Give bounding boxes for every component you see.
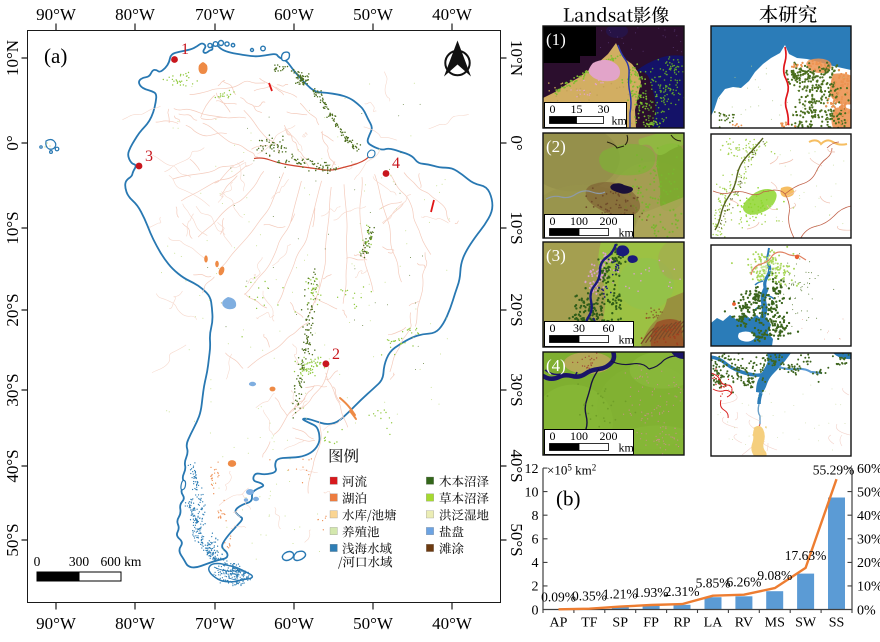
svg-text:6.26%: 6.26% <box>726 575 761 590</box>
svg-text:km: km <box>619 226 635 240</box>
svg-text:8: 8 <box>532 509 539 524</box>
svg-text:30°S: 30°S <box>507 373 526 406</box>
svg-text:0: 0 <box>532 603 539 618</box>
svg-text:6: 6 <box>532 533 539 548</box>
svg-text:0: 0 <box>550 321 556 335</box>
svg-text:60%: 60% <box>857 462 880 477</box>
svg-text:70°W: 70°W <box>195 5 236 24</box>
svg-text:100: 100 <box>570 214 588 228</box>
svg-text:12: 12 <box>525 462 539 477</box>
svg-text:RV: RV <box>735 616 753 631</box>
svg-text:×105 km2: ×105 km2 <box>547 463 596 478</box>
svg-text:km: km <box>612 114 628 128</box>
svg-text:AP: AP <box>550 616 568 631</box>
svg-text:60°W: 60°W <box>274 614 315 633</box>
svg-text:TF: TF <box>581 616 598 631</box>
svg-text:30°S: 30°S <box>3 373 22 406</box>
svg-text:90°W: 90°W <box>36 5 77 24</box>
svg-text:300: 300 <box>69 554 90 569</box>
svg-text:30: 30 <box>573 321 585 335</box>
svg-text:200: 200 <box>600 214 618 228</box>
svg-text:0°: 0° <box>3 135 22 150</box>
svg-text:10: 10 <box>525 485 539 500</box>
svg-text:80°W: 80°W <box>115 5 156 24</box>
svg-text:40°W: 40°W <box>432 614 473 633</box>
svg-text:90°W: 90°W <box>36 614 77 633</box>
svg-text:0: 0 <box>34 554 41 569</box>
svg-text:2.31%: 2.31% <box>665 584 700 599</box>
svg-text:(2): (2) <box>546 137 566 156</box>
svg-text:0.35%: 0.35% <box>572 589 607 604</box>
svg-text:1: 1 <box>181 41 189 58</box>
svg-text:4: 4 <box>532 556 539 571</box>
svg-text:50°W: 50°W <box>353 5 394 24</box>
svg-text:40%: 40% <box>857 509 880 524</box>
svg-text:50°S: 50°S <box>507 523 526 556</box>
svg-text:0°: 0° <box>507 135 526 150</box>
svg-text:70°W: 70°W <box>195 614 236 633</box>
svg-text:(1): (1) <box>546 30 566 49</box>
svg-text:3: 3 <box>145 148 153 165</box>
svg-text:0: 0 <box>550 102 556 116</box>
svg-text:0%: 0% <box>857 603 876 618</box>
svg-text:5.85%: 5.85% <box>696 576 731 591</box>
svg-text:80°W: 80°W <box>115 614 156 633</box>
svg-text:10°S: 10°S <box>507 211 526 244</box>
svg-text:20%: 20% <box>857 556 880 571</box>
svg-text:60°W: 60°W <box>274 5 315 24</box>
svg-text:600 km: 600 km <box>101 554 142 569</box>
svg-text:1.21%: 1.21% <box>603 587 638 602</box>
svg-text:SP: SP <box>612 616 628 631</box>
svg-text:(4): (4) <box>546 356 566 375</box>
svg-text:60: 60 <box>603 321 615 335</box>
svg-text:30%: 30% <box>857 533 880 548</box>
svg-text:15: 15 <box>571 102 583 116</box>
svg-text:30: 30 <box>598 102 610 116</box>
svg-text:0: 0 <box>550 214 556 228</box>
svg-text:km: km <box>619 441 635 455</box>
svg-text:10°N: 10°N <box>507 40 526 76</box>
svg-text:20°S: 20°S <box>507 293 526 326</box>
svg-text:10°N: 10°N <box>3 40 22 76</box>
svg-text:50°S: 50°S <box>3 523 22 556</box>
svg-text:9.08%: 9.08% <box>757 568 792 583</box>
svg-text:10°S: 10°S <box>3 211 22 244</box>
svg-text:20°S: 20°S <box>3 293 22 326</box>
svg-text:SW: SW <box>795 616 817 631</box>
svg-text:100: 100 <box>570 429 588 443</box>
svg-text:40°W: 40°W <box>432 5 473 24</box>
svg-text:40°S: 40°S <box>3 449 22 482</box>
svg-text:1.93%: 1.93% <box>634 585 669 600</box>
svg-text:50%: 50% <box>857 485 880 500</box>
svg-text:40°S: 40°S <box>507 449 526 482</box>
svg-text:10%: 10% <box>857 580 880 595</box>
svg-text:RP: RP <box>673 616 690 631</box>
svg-text:km: km <box>619 333 635 347</box>
svg-text:4: 4 <box>392 155 400 172</box>
svg-text:FP: FP <box>643 616 659 631</box>
svg-text:LA: LA <box>704 616 724 631</box>
svg-text:(a): (a) <box>44 44 67 68</box>
svg-text:50°W: 50°W <box>353 614 394 633</box>
svg-text:SS: SS <box>829 616 845 631</box>
svg-text:(b): (b) <box>556 487 581 511</box>
svg-text:200: 200 <box>600 429 618 443</box>
svg-text:0.09%: 0.09% <box>541 589 576 604</box>
svg-text:2: 2 <box>332 346 340 363</box>
svg-text:55.29%: 55.29% <box>813 463 855 478</box>
svg-text:0: 0 <box>550 429 556 443</box>
svg-text:MS: MS <box>765 616 785 631</box>
svg-text:17.63%: 17.63% <box>785 548 827 563</box>
svg-text:2: 2 <box>532 580 539 595</box>
svg-text:(3): (3) <box>546 246 566 265</box>
